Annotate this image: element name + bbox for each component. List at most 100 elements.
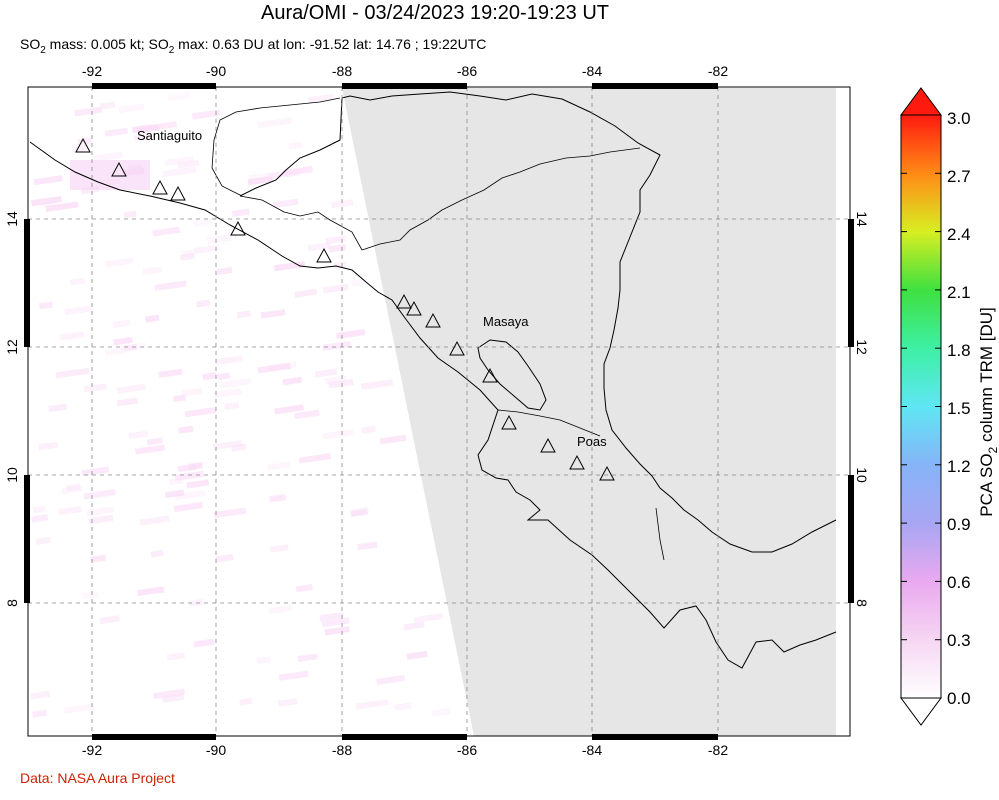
so2-pixel — [193, 218, 213, 228]
volcano-triangle-icon — [316, 247, 332, 263]
so2-pixel — [206, 234, 233, 244]
so2-pixel — [330, 199, 354, 209]
volcano-markers — [75, 137, 615, 481]
so2-pixel — [307, 93, 335, 104]
so2-pixel — [69, 277, 85, 286]
colorbar: 3.0 2.7 2.4 2.1 1.8 1.5 1.2 0.9 0.6 0.3 … — [900, 87, 999, 726]
lon-tick-bottom: -88 — [332, 742, 352, 758]
so2-pixel — [356, 541, 378, 551]
axis-bar-left — [24, 475, 30, 603]
so2-pixel — [30, 196, 62, 207]
so2-pixel — [213, 507, 247, 519]
lon-tick-top: -84 — [582, 63, 602, 79]
lat-tick-right: 10 — [854, 467, 870, 483]
so2-pixel — [215, 355, 243, 366]
so2-pixel — [239, 697, 253, 706]
grid-lines — [28, 87, 850, 736]
so2-pixel — [294, 409, 320, 420]
lon-tick-bottom: -90 — [206, 742, 226, 758]
lat-ticks-right: 14 12 10 8 — [854, 211, 870, 607]
so2-pixel — [35, 536, 52, 545]
so2-pixel — [202, 372, 217, 381]
so2-pixel — [133, 133, 152, 142]
so2-pixel — [135, 444, 166, 455]
so2-pixel — [268, 604, 293, 615]
volcano-triangle-icon — [75, 137, 91, 153]
colorbar-tick-label: 1.2 — [947, 457, 971, 476]
so2-pixel — [86, 506, 115, 517]
so2-pixel — [277, 698, 298, 707]
so2-pixel — [322, 429, 354, 440]
so2-pixel — [124, 343, 138, 352]
volcano-triangle-icon — [482, 367, 498, 383]
so2-pixel — [82, 590, 99, 599]
so2-pixel — [74, 106, 103, 117]
map-title: Aura/OMI - 03/24/2023 19:20-19:23 UT — [261, 2, 609, 24]
so2-pixel — [188, 462, 203, 470]
so2-pixel — [33, 175, 63, 186]
axis-bar-top — [342, 83, 467, 89]
so2-pixel — [39, 301, 54, 310]
so2-pixel — [150, 549, 164, 558]
colorbar-tick-label: 0.9 — [947, 515, 971, 534]
volcano-triangle-icon — [501, 414, 517, 430]
so2-pixel — [30, 690, 51, 700]
so2-pixel — [267, 361, 297, 372]
so2-pixel — [83, 489, 116, 500]
colorbar-tick-label: 3.0 — [947, 109, 971, 128]
so2-pixel — [164, 489, 185, 499]
so2-pixel — [61, 485, 83, 495]
so2-pixel — [164, 156, 194, 166]
so2-pixel — [58, 505, 82, 516]
so2-pixel — [97, 177, 120, 187]
lat-tick-left: 8 — [4, 599, 20, 607]
so2-pixel — [328, 378, 354, 389]
so2-pixel — [162, 166, 197, 178]
axis-bar-top — [92, 83, 216, 89]
so2-pixel — [168, 92, 191, 102]
so2-pixel — [297, 653, 318, 663]
so2-pixel — [267, 461, 291, 471]
so2-pixel — [80, 185, 100, 195]
colorbar-tick-label: 2.4 — [947, 225, 971, 244]
so2-pixel — [350, 508, 368, 517]
so2-pixel — [193, 638, 215, 648]
so2-pixel — [152, 226, 181, 237]
so2-pixel — [319, 612, 344, 622]
so2-pixel — [216, 267, 233, 276]
so2-pixel — [351, 506, 369, 516]
so2-pixel — [116, 383, 146, 394]
so2-pixel — [166, 652, 186, 661]
so2-pixel — [298, 453, 332, 464]
volcano-triangle-icon — [111, 161, 127, 177]
so2-pixel — [88, 514, 114, 525]
coastline-caribbean — [239, 91, 837, 553]
so2-pixel — [178, 425, 194, 434]
so2-pixel — [132, 124, 153, 134]
so2-pixel — [324, 375, 348, 385]
so2-pixel — [269, 494, 287, 503]
volcano-label-poas: Poas — [577, 434, 607, 449]
so2-pixel — [403, 621, 425, 631]
so2-pixel — [173, 502, 203, 512]
so2-pixel — [295, 584, 313, 593]
so2-pixel — [278, 670, 309, 681]
map-panel: Santiaguito Masaya Poas — [28, 87, 850, 736]
so2-pixel — [128, 430, 149, 440]
map-subtitle: SO2 mass: 0.005 kt; SO2 max: 0.63 DU at … — [20, 36, 487, 56]
so2-pixel — [92, 151, 123, 162]
so2-pixel — [274, 404, 304, 415]
so2-pixel — [191, 109, 220, 120]
so2-pixel — [394, 702, 412, 711]
so2-pixel — [194, 244, 220, 254]
lon-tick-top: -82 — [708, 63, 728, 79]
lat-tick-left: 12 — [4, 339, 20, 355]
so2-pixel — [236, 310, 252, 319]
volcano-triangle-icon — [152, 179, 168, 195]
so2-pixel — [173, 394, 186, 403]
so2-pixel — [139, 515, 170, 526]
volcano-triangle-icon — [170, 185, 186, 201]
volcano-triangle-icon — [449, 340, 465, 356]
so2-pixel — [100, 101, 116, 110]
volcano-triangle-icon — [569, 454, 585, 470]
